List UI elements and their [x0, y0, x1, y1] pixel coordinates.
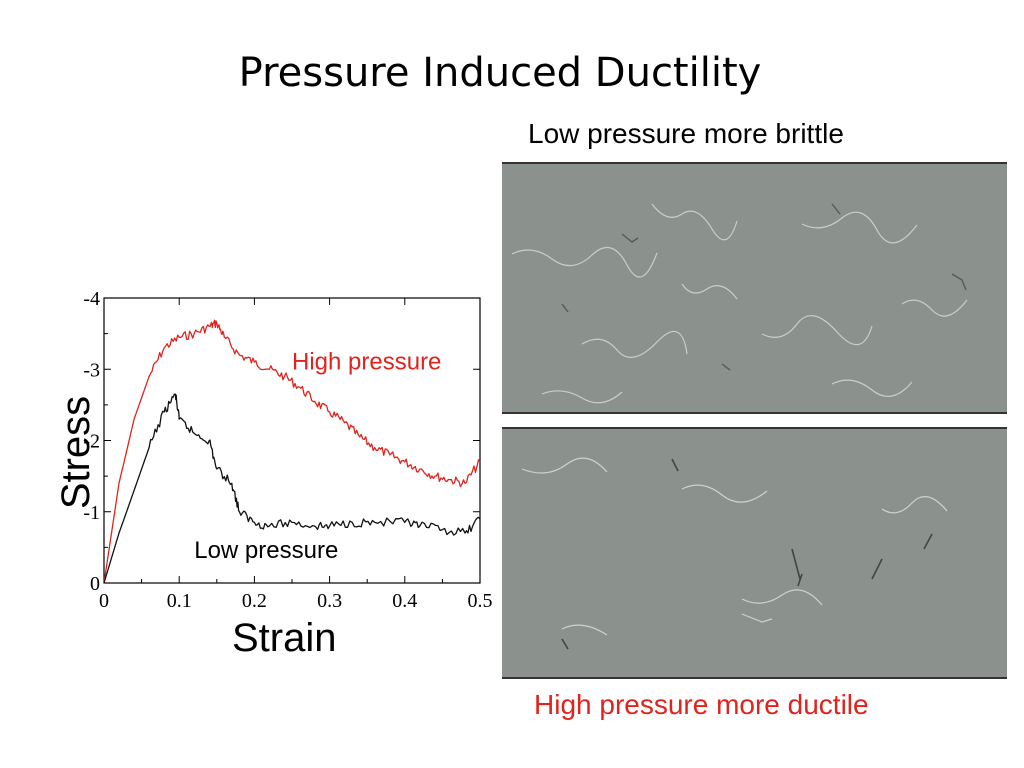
crack-pattern-low-pressure [511, 203, 968, 404]
slide-title: Pressure Induced Ductility [238, 50, 762, 96]
caption-low-pressure-brittle: Low pressure more brittle [528, 118, 844, 149]
series-line-low-pressure [103, 393, 481, 584]
y-tick-label: -4 [83, 288, 100, 310]
y-tick-label: -2 [83, 431, 100, 453]
crack-pattern-high-pressure [521, 457, 948, 650]
series-label-low-pressure: Low pressure [194, 537, 338, 564]
x-tick-label: 0.1 [167, 590, 192, 612]
y-tick-label: 0 [90, 573, 100, 595]
x-tick-label: 0.2 [242, 590, 267, 612]
axes-layer: 0 0.1 0.2 0.3 0.4 0.5 0 -1 -2 -3 -4 [83, 288, 492, 612]
series-label-high-pressure: High pressure [292, 348, 441, 375]
x-axis-title: Strain [232, 616, 337, 660]
x-tick-label: 0.3 [317, 590, 342, 612]
simulation-image-high-pressure [502, 427, 1007, 679]
series-layer [103, 319, 481, 584]
x-tick-label: 0.5 [468, 590, 493, 612]
y-tick-label: -3 [83, 359, 100, 381]
caption-high-pressure-ductile: High pressure more ductile [534, 689, 869, 720]
series-line-high-pressure [103, 319, 481, 584]
y-tick-label: -1 [83, 502, 100, 524]
stress-strain-chart: 0 0.1 0.2 0.3 0.4 0.50-1-2-3-4 High pressure … [83, 288, 492, 612]
x-tick-label: 0 [99, 590, 109, 612]
x-tick-label: 0.4 [392, 590, 417, 612]
simulation-image-low-pressure [502, 162, 1007, 414]
